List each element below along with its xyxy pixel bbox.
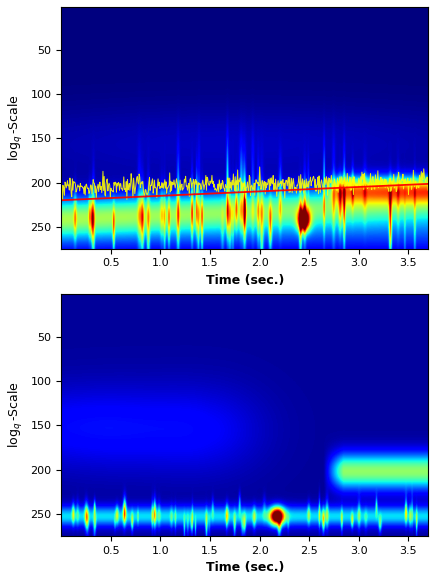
X-axis label: Time (sec.): Time (sec.)	[205, 561, 283, 574]
Y-axis label: $\log_q$-Scale: $\log_q$-Scale	[7, 95, 25, 161]
Y-axis label: $\log_q$-Scale: $\log_q$-Scale	[7, 382, 25, 448]
X-axis label: Time (sec.): Time (sec.)	[205, 274, 283, 287]
